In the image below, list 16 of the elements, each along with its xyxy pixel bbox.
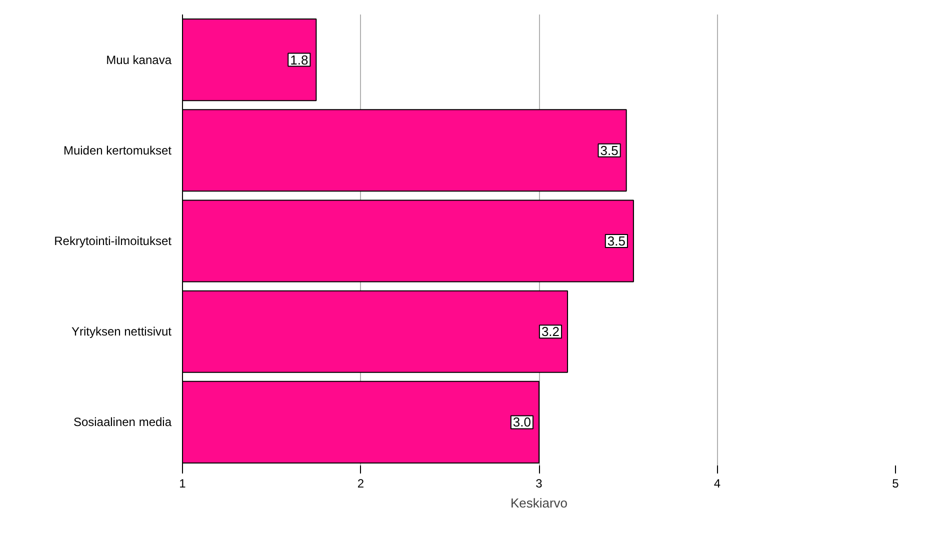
data-label: 3.2 [541,324,560,340]
data-label: 1.8 [290,52,308,68]
y-tick-label: Yrityksen nettisivut [71,324,172,339]
x-tick-label: 3 [536,476,543,490]
y-tick-label: Rekrytointi-ilmoitukset [54,234,172,248]
x-tick-label: 1 [179,476,186,490]
x-tick-label: 2 [357,476,364,490]
data-label: 3.5 [600,142,618,158]
y-tick-label: Muu kanava [106,52,172,67]
y-tick-label: Muiden kertomukset [63,143,172,158]
y-tick-label: Sosiaalinen media [73,415,172,430]
x-tick-label: 4 [714,476,721,490]
x-tick-label: 5 [892,476,900,490]
data-label: 3.5 [607,234,626,248]
x-axis-title: Keskiarvo [510,496,568,510]
data-label: 3.0 [512,414,532,430]
